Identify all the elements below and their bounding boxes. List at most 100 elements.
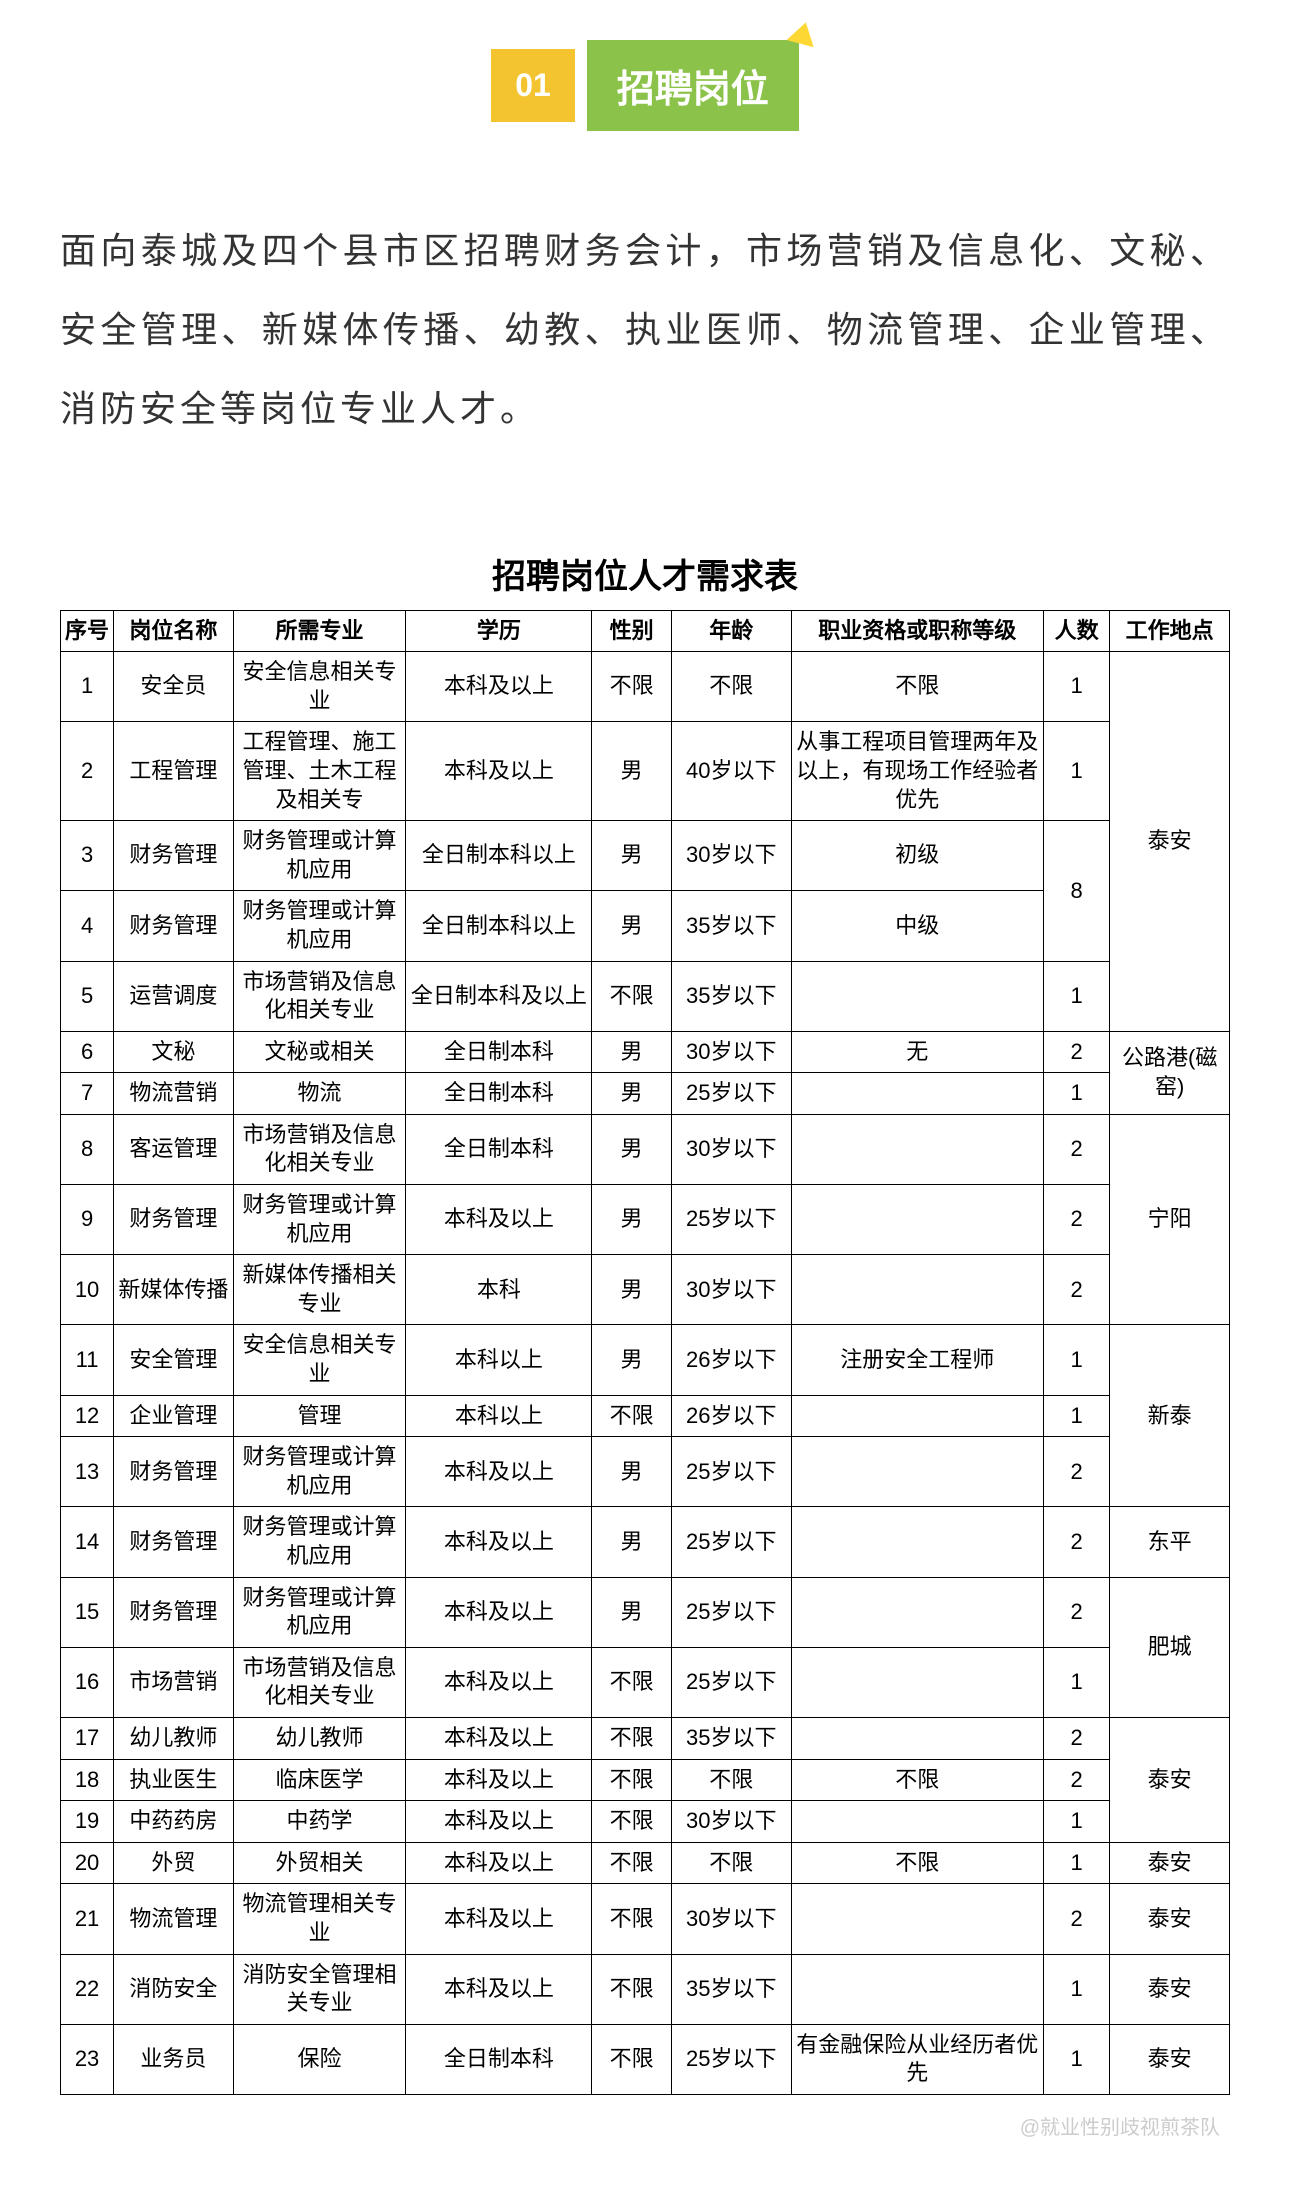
cell-seq: 18 — [61, 1759, 114, 1801]
cell-major: 管理 — [233, 1395, 406, 1437]
cell-count: 1 — [1043, 722, 1109, 821]
cell-age: 26岁以下 — [672, 1395, 792, 1437]
table-row: 14财务管理财务管理或计算机应用本科及以上男25岁以下2东平 — [61, 1507, 1230, 1577]
table-row: 12企业管理管理本科以上不限26岁以下1 — [61, 1395, 1230, 1437]
cell-major: 外贸相关 — [233, 1842, 406, 1884]
cell-age: 26岁以下 — [672, 1325, 792, 1395]
cell-seq: 5 — [61, 961, 114, 1031]
cell-location: 泰安 — [1110, 1842, 1230, 1884]
cell-gender: 不限 — [592, 1842, 672, 1884]
cell-age: 35岁以下 — [672, 891, 792, 961]
cell-seq: 4 — [61, 891, 114, 961]
cell-count: 2 — [1043, 1759, 1109, 1801]
section-number-badge: 01 — [491, 49, 575, 122]
cell-edu: 全日制本科以上 — [406, 891, 592, 961]
table-title: 招聘岗位人才需求表 — [60, 549, 1230, 598]
cell-gender: 男 — [592, 1031, 672, 1073]
cell-gender: 男 — [592, 891, 672, 961]
cell-position: 执业医生 — [114, 1759, 234, 1801]
cell-count: 1 — [1043, 1325, 1109, 1395]
cell-location: 泰安 — [1110, 652, 1230, 1032]
cell-age: 30岁以下 — [672, 1255, 792, 1325]
cell-position: 财务管理 — [114, 891, 234, 961]
cell-major: 物流管理相关专业 — [233, 1884, 406, 1954]
cell-major: 市场营销及信息化相关专业 — [233, 961, 406, 1031]
cell-location: 肥城 — [1110, 1577, 1230, 1717]
cell-qual — [791, 1717, 1043, 1759]
cell-edu: 本科及以上 — [406, 1884, 592, 1954]
cell-qual: 无 — [791, 1031, 1043, 1073]
cell-location: 新泰 — [1110, 1325, 1230, 1507]
cell-gender: 不限 — [592, 1884, 672, 1954]
cell-edu: 本科及以上 — [406, 1759, 592, 1801]
table-row: 2工程管理工程管理、施工管理、土木工程及相关专本科及以上男40岁以下从事工程项目… — [61, 722, 1230, 821]
cell-edu: 全日制本科 — [406, 2024, 592, 2094]
table-row: 13财务管理财务管理或计算机应用本科及以上男25岁以下2 — [61, 1437, 1230, 1507]
cell-qual — [791, 1255, 1043, 1325]
cell-position: 财务管理 — [114, 1437, 234, 1507]
cell-qual: 初级 — [791, 821, 1043, 891]
table-row: 23业务员保险全日制本科不限25岁以下有金融保险从业经历者优先1泰安 — [61, 2024, 1230, 2094]
cell-qual: 中级 — [791, 891, 1043, 961]
table-row: 8客运管理市场营销及信息化相关专业全日制本科男30岁以下2宁阳 — [61, 1114, 1230, 1184]
cell-age: 30岁以下 — [672, 1031, 792, 1073]
cell-seq: 21 — [61, 1884, 114, 1954]
cell-major: 工程管理、施工管理、土木工程及相关专 — [233, 722, 406, 821]
cell-age: 25岁以下 — [672, 1073, 792, 1115]
cell-age: 30岁以下 — [672, 1114, 792, 1184]
cell-age: 30岁以下 — [672, 1884, 792, 1954]
cell-count: 1 — [1043, 1073, 1109, 1115]
cell-age: 35岁以下 — [672, 961, 792, 1031]
cell-edu: 本科及以上 — [406, 1647, 592, 1717]
cell-count: 2 — [1043, 1437, 1109, 1507]
table-row: 22消防安全消防安全管理相关专业本科及以上不限35岁以下1泰安 — [61, 1954, 1230, 2024]
col-seq: 序号 — [61, 610, 114, 652]
cell-edu: 本科及以上 — [406, 1507, 592, 1577]
cell-edu: 本科及以上 — [406, 652, 592, 722]
cell-age: 不限 — [672, 1759, 792, 1801]
cell-position: 幼儿教师 — [114, 1717, 234, 1759]
cell-major: 财务管理或计算机应用 — [233, 1577, 406, 1647]
cell-age: 30岁以下 — [672, 821, 792, 891]
cell-age: 25岁以下 — [672, 1647, 792, 1717]
cell-gender: 不限 — [592, 1717, 672, 1759]
cell-qual — [791, 1185, 1043, 1255]
recruitment-table: 序号 岗位名称 所需专业 学历 性别 年龄 职业资格或职称等级 人数 工作地点 … — [60, 610, 1230, 2095]
cell-qual: 从事工程项目管理两年及以上，有现场工作经验者优先 — [791, 722, 1043, 821]
cell-qual — [791, 1954, 1043, 2024]
cell-position: 消防安全 — [114, 1954, 234, 2024]
cell-count: 1 — [1043, 1801, 1109, 1843]
cell-seq: 12 — [61, 1395, 114, 1437]
cell-qual — [791, 1647, 1043, 1717]
cell-seq: 22 — [61, 1954, 114, 2024]
section-header: 01 招聘岗位 — [60, 40, 1230, 131]
table-row: 21物流管理物流管理相关专业本科及以上不限30岁以下2泰安 — [61, 1884, 1230, 1954]
cell-qual — [791, 1437, 1043, 1507]
cell-gender: 男 — [592, 1577, 672, 1647]
cell-seq: 2 — [61, 722, 114, 821]
cell-gender: 不限 — [592, 1395, 672, 1437]
cell-position: 新媒体传播 — [114, 1255, 234, 1325]
table-row: 3财务管理财务管理或计算机应用全日制本科以上男30岁以下初级8 — [61, 821, 1230, 891]
cell-qual — [791, 1577, 1043, 1647]
col-age: 年龄 — [672, 610, 792, 652]
table-row: 15财务管理财务管理或计算机应用本科及以上男25岁以下2肥城 — [61, 1577, 1230, 1647]
table-header-row: 序号 岗位名称 所需专业 学历 性别 年龄 职业资格或职称等级 人数 工作地点 — [61, 610, 1230, 652]
cell-count: 2 — [1043, 1255, 1109, 1325]
col-location: 工作地点 — [1110, 610, 1230, 652]
cell-qual — [791, 1801, 1043, 1843]
cell-gender: 不限 — [592, 1954, 672, 2024]
cell-age: 25岁以下 — [672, 1437, 792, 1507]
cell-qual — [791, 1114, 1043, 1184]
cell-gender: 男 — [592, 1507, 672, 1577]
cell-seq: 1 — [61, 652, 114, 722]
cell-qual: 不限 — [791, 1759, 1043, 1801]
cell-gender: 男 — [592, 1114, 672, 1184]
col-major: 所需专业 — [233, 610, 406, 652]
cell-age: 35岁以下 — [672, 1954, 792, 2024]
cell-major: 消防安全管理相关专业 — [233, 1954, 406, 2024]
cell-position: 运营调度 — [114, 961, 234, 1031]
cell-major: 新媒体传播相关专业 — [233, 1255, 406, 1325]
cell-count: 1 — [1043, 2024, 1109, 2094]
cell-count: 1 — [1043, 1647, 1109, 1717]
